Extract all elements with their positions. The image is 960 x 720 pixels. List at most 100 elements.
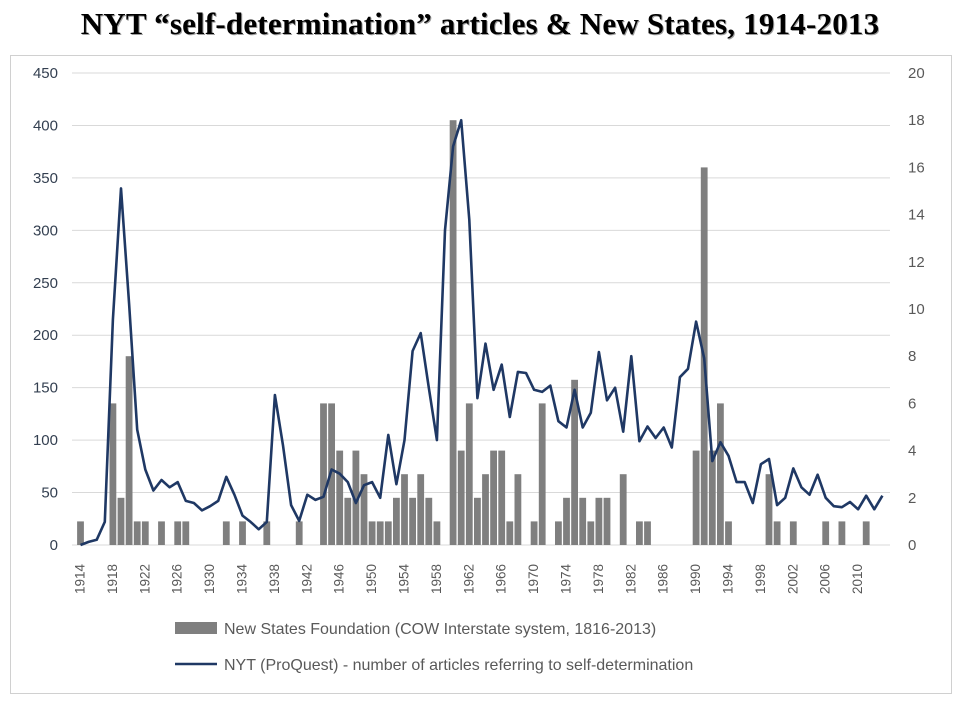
bar-new-states-1932	[222, 521, 230, 545]
y-left-tick-label: 350	[33, 170, 58, 187]
bar-new-states-1958	[433, 521, 441, 545]
y-right-tick-label: 10	[908, 301, 925, 318]
x-tick-label: 1946	[332, 564, 347, 594]
bar-new-states-1983	[636, 521, 643, 545]
x-tick-label: 1918	[105, 564, 120, 594]
bar-new-states-1922	[141, 521, 149, 545]
bar-new-states-1957	[425, 497, 433, 545]
bar-new-states-1948	[352, 450, 360, 545]
bar-new-states-1947	[344, 497, 352, 545]
bar-new-states-1954	[401, 474, 408, 545]
x-tick-label: 2010	[850, 564, 865, 594]
bar-new-states-1981	[619, 474, 627, 545]
bar-new-states-1999	[765, 474, 773, 545]
bar-new-states-1937	[263, 521, 271, 545]
bar-new-states-1977	[587, 521, 595, 545]
bar-new-states-1978	[595, 497, 603, 545]
bar-new-states-1971	[538, 403, 546, 545]
bar-new-states-1920	[125, 356, 133, 545]
y-left-tick-label: 450	[33, 65, 58, 82]
y-right-tick-label: 0	[908, 537, 916, 554]
chart-title: NYT “self-determination” articles & New …	[80, 6, 880, 41]
bar-new-states-1965	[490, 450, 497, 545]
bar-new-states-1964	[482, 474, 489, 545]
bar-new-states-1951	[376, 521, 384, 545]
x-tick-label: 1934	[235, 563, 250, 594]
y-left-tick-label: 400	[33, 117, 58, 134]
bar-new-states-1976	[579, 497, 587, 545]
line-nyt-articles	[80, 118, 884, 547]
y-left-tick-label: 200	[33, 327, 58, 344]
x-tick-label: 1926	[170, 564, 185, 594]
bar-new-states-1941	[295, 521, 303, 545]
bar-new-states-1975	[571, 379, 578, 545]
y-right-tick-label: 2	[908, 490, 916, 507]
bar-new-states-2008	[838, 521, 846, 545]
bar-new-states-1955	[409, 497, 416, 545]
bar-new-states-1927	[182, 521, 190, 545]
legend-label-new-states: New States Foundation (COW Interstate sy…	[224, 621, 656, 638]
bar-new-states-1918	[109, 403, 117, 545]
y-right-tick-label: 4	[908, 443, 916, 460]
x-tick-label: 1954	[397, 563, 412, 594]
bar-new-states-1934	[239, 521, 246, 545]
y-left-tick-label: 150	[33, 380, 58, 397]
bar-new-states-1960	[449, 120, 457, 545]
bar-new-states-1949	[360, 474, 368, 545]
x-tick-label: 1958	[429, 564, 444, 594]
bar-new-states-1956	[417, 474, 425, 545]
x-tick-label: 1998	[753, 564, 768, 594]
bar-new-states-1945	[328, 403, 335, 545]
x-tick-label: 1974	[559, 563, 574, 594]
y-right-tick-label: 20	[908, 65, 925, 82]
x-tick-label: 1938	[267, 564, 282, 594]
y-right-tick-label: 16	[908, 159, 925, 176]
x-tick-label: 1942	[299, 564, 314, 594]
x-tick-label: 2006	[818, 564, 833, 594]
bar-new-states-1946	[336, 450, 344, 545]
y-right-tick-label: 8	[908, 348, 916, 365]
x-tick-label: 1978	[591, 564, 606, 594]
bar-new-states-1919	[117, 497, 125, 545]
y-left-tick-label: 0	[50, 537, 58, 554]
x-tick-label: 1994	[721, 563, 736, 594]
x-tick-label: 1950	[364, 564, 379, 594]
legend-bar-swatch	[175, 622, 217, 634]
bar-new-states-1974	[563, 497, 570, 545]
bar-new-states-1963	[474, 497, 481, 545]
bar-new-states-1926	[174, 521, 182, 545]
bar-new-states-2011	[862, 521, 870, 545]
x-tick-label: 1990	[688, 564, 703, 594]
bar-new-states-1994	[725, 521, 732, 545]
bar-new-states-2002	[789, 521, 797, 545]
x-tick-label: 1986	[656, 564, 671, 594]
x-tick-label: 1922	[137, 564, 152, 594]
y-right-tick-label: 12	[908, 254, 925, 271]
y-right-tick-label: 18	[908, 112, 925, 129]
bar-new-states-1961	[457, 450, 465, 545]
bar-new-states-1990	[692, 450, 700, 545]
bar-new-states-1984	[644, 521, 651, 545]
bar-new-states-1914	[77, 521, 84, 545]
bar-new-states-1966	[498, 450, 506, 545]
bar-new-states-1944	[320, 403, 327, 545]
bar-new-states-1968	[514, 474, 522, 545]
bar-new-states-1970	[530, 521, 538, 545]
bar-new-states-1973	[555, 521, 562, 545]
y-left-tick-label: 300	[33, 222, 58, 239]
x-tick-label: 1970	[526, 564, 541, 594]
y-left-tick-label: 50	[41, 485, 58, 502]
x-tick-label: 1966	[494, 564, 509, 594]
bar-new-states-1967	[506, 521, 514, 545]
bar-new-states-1950	[368, 521, 376, 545]
x-tick-label: 1930	[202, 564, 217, 594]
bar-new-states-1953	[393, 497, 400, 545]
bar-new-states-2000	[773, 521, 781, 545]
bar-new-states-1962	[465, 403, 473, 545]
x-tick-label: 1982	[623, 564, 638, 594]
bar-new-states-2006	[822, 521, 830, 545]
bar-new-states-1979	[603, 497, 611, 545]
y-left-tick-label: 100	[33, 432, 58, 449]
legend-label-nyt: NYT (ProQuest) - number of articles refe…	[224, 657, 693, 674]
x-tick-label: 1914	[73, 563, 88, 594]
